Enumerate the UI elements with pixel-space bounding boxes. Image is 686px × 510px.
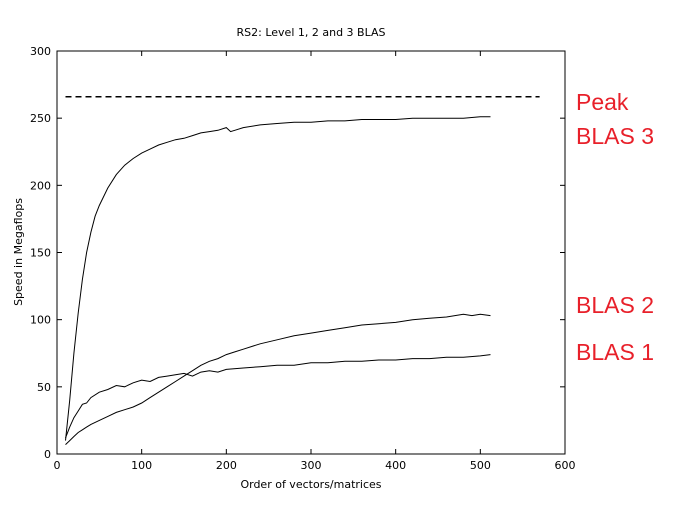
y-tick-label: 200 (30, 179, 51, 192)
annotation-peak: Peak (576, 89, 629, 115)
series-line-blas-1 (65, 354, 491, 439)
series-line-blas-2 (65, 313, 491, 445)
x-tick-label: 600 (555, 459, 576, 472)
plot-frame (56, 50, 566, 455)
x-axis-label: Order of vectors/matrices (240, 478, 381, 491)
x-tick-label: 300 (301, 459, 322, 472)
x-tick-label: 200 (216, 459, 237, 472)
annotation-blas3: BLAS 3 (576, 123, 654, 149)
x-tick-label: 500 (470, 459, 491, 472)
annotation-blas1: BLAS 1 (576, 339, 654, 365)
y-tick-label: 100 (30, 314, 51, 327)
y-tick-label: 250 (30, 112, 51, 125)
chart-title: RS2: Level 1, 2 and 3 BLAS (237, 26, 386, 39)
y-axis-ticks: 0 50 100 150 200 250 300 (30, 45, 565, 461)
series-layer (65, 95, 540, 445)
y-tick-label: 50 (37, 381, 51, 394)
x-axis-ticks: 0 100 200 300 400 500 600 (54, 51, 576, 472)
y-tick-label: 300 (30, 45, 51, 58)
y-tick-label: 0 (44, 448, 51, 461)
y-tick-label: 150 (30, 247, 51, 260)
y-axis-label: Speed in Megaflops (12, 198, 25, 306)
annotation-blas2: BLAS 2 (576, 292, 654, 318)
series-line-blas-3 (65, 116, 491, 441)
x-tick-label: 100 (131, 459, 152, 472)
x-tick-label: 400 (385, 459, 406, 472)
x-tick-label: 0 (54, 459, 61, 472)
